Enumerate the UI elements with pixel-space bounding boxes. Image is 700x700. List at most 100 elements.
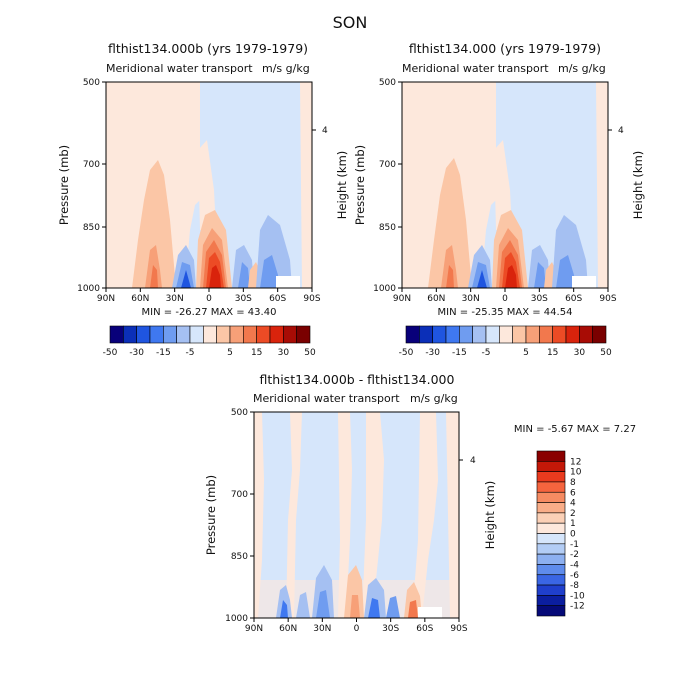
colorbar-label: -50 <box>399 348 414 358</box>
colorbar-label: 30 <box>278 348 290 358</box>
panel-3-x-axis: 90N 60N 30N 0 30S 60S 90S <box>245 618 468 634</box>
colorbar-diff-cell <box>536 491 566 503</box>
panel-1-nh-lobe <box>132 160 176 288</box>
colorbar-left: -50 -30 -15 -5 5 15 30 50 <box>103 325 316 358</box>
panel-3-ytick-850: 850 <box>231 552 248 562</box>
panel-1-ytick-1000: 1000 <box>77 284 100 294</box>
panel-1-sh-lobe-negative-core <box>260 255 280 288</box>
colorbar-cell <box>419 325 433 344</box>
x-tick-label: 0 <box>354 624 360 634</box>
x-tick-label: 30S <box>235 294 252 304</box>
colorbar-cell <box>565 325 580 344</box>
colorbar-cell <box>592 325 607 344</box>
panel-3: flthist134.000b - flthist134.000 Meridio… <box>204 372 636 634</box>
panel-1-equator-wedge <box>198 140 216 230</box>
panel-2-sh-strip <box>596 82 608 288</box>
panel-1-subtitle: Meridional water transport <box>106 62 253 75</box>
panel-1-missing-box <box>276 276 300 288</box>
colorbar-diff-label: 2 <box>570 509 576 519</box>
panel-2-y-axis: 500 700 850 1000 <box>373 78 402 294</box>
panel-3-neg-4 <box>364 578 386 618</box>
panel-2-units: m/s g/kg <box>558 62 606 75</box>
colorbar-cell <box>432 325 447 344</box>
colorbar-diff-label: 12 <box>570 457 581 467</box>
colorbar-diff-label: 6 <box>570 488 576 498</box>
colorbar-diff-label: -4 <box>570 560 579 570</box>
colorbar-cell <box>459 325 473 344</box>
panel-3-ytick-500: 500 <box>231 408 248 418</box>
colorbar-diff-cell <box>536 481 566 493</box>
colorbar-diff-cell <box>536 595 566 606</box>
colorbar-diff-label: 8 <box>570 478 576 488</box>
panel-2-title: flthist134.000 (yrs 1979-1979) <box>409 41 601 56</box>
colorbar-diff-cell <box>536 471 566 483</box>
colorbar-cell <box>163 325 177 344</box>
colorbar-cell <box>512 325 527 344</box>
x-tick-label: 90N <box>393 294 411 304</box>
colorbar-diff-cell <box>536 502 566 514</box>
panel-3-pos-eq-core <box>350 595 360 618</box>
x-tick-label: 30N <box>166 294 184 304</box>
panel-1-ytick-500: 500 <box>83 78 100 88</box>
colorbar-label: 15 <box>251 348 262 358</box>
colorbar-diff-cell <box>536 522 566 534</box>
panel-3-subtitle: Meridional water transport <box>253 392 400 405</box>
x-tick-label: 90S <box>303 294 320 304</box>
panel-3-stats: MIN = -5.67 MAX = 7.27 <box>514 424 636 435</box>
x-tick-label: 30N <box>313 624 331 634</box>
panel-3-positive-strip-3 <box>338 412 352 618</box>
panel-1-title: flthist134.000b (yrs 1979-1979) <box>108 41 308 56</box>
colorbar-cell <box>579 325 593 344</box>
colorbar-diff-cell <box>536 512 566 524</box>
panel-3-neg-3-core <box>316 590 330 618</box>
panel-3-positive-strip-2 <box>286 412 302 618</box>
panel-3-units: m/s g/kg <box>410 392 458 405</box>
panel-1-y2-axis: 4 <box>312 126 328 136</box>
x-tick-label: 60S <box>269 294 286 304</box>
panel-2-nh-lobe <box>428 158 472 288</box>
x-tick-label: 60N <box>131 294 149 304</box>
colorbar-cell <box>539 325 553 344</box>
panel-3-positive-strip-5 <box>412 412 438 618</box>
panel-3-y2label: Height (km) <box>483 481 497 550</box>
panel-3-neg-2 <box>296 592 310 618</box>
x-tick-label: 30N <box>462 294 480 304</box>
panel-3-y2-axis: 4 <box>459 456 476 466</box>
panel-2-equator-wedge <box>494 140 512 230</box>
panel-2-ytick-850: 850 <box>379 223 396 233</box>
colorbar-cell <box>525 325 540 344</box>
x-tick-label: 90N <box>245 624 263 634</box>
colorbar-cell <box>296 325 311 344</box>
x-tick-label: 60S <box>416 624 433 634</box>
panel-1-y2tick-4: 4 <box>322 126 328 136</box>
panel-3-missing-box <box>418 607 442 618</box>
colorbar-right: -50 -30 -15 -5 5 15 30 50 <box>399 325 612 358</box>
panel-2-stats: MIN = -25.35 MAX = 44.54 <box>438 307 573 318</box>
panel-1-ytick-850: 850 <box>83 223 100 233</box>
colorbar-diff-cell <box>536 461 566 472</box>
colorbar-diff-label: -12 <box>570 602 585 612</box>
colorbar-label: 15 <box>547 348 558 358</box>
x-tick-label: 60S <box>565 294 582 304</box>
panel-1-y-axis: 500 700 850 1000 <box>77 78 106 294</box>
colorbar-cell <box>499 325 513 344</box>
x-tick-label: 60N <box>427 294 445 304</box>
panel-3-ytick-700: 700 <box>231 490 248 500</box>
x-tick-label: 0 <box>206 294 212 304</box>
colorbar-diff-label: 1 <box>570 519 576 529</box>
colorbar-label: -5 <box>186 348 195 358</box>
colorbar-label: -30 <box>129 348 144 358</box>
panel-1: flthist134.000b (yrs 1979-1979) Meridion… <box>57 41 349 318</box>
colorbar-cell <box>203 325 217 344</box>
panel-1-sh-strip <box>300 82 312 288</box>
panel-2-ytick-700: 700 <box>379 160 396 170</box>
colorbar-cell <box>229 325 244 344</box>
panel-2: flthist134.000 (yrs 1979-1979) Meridiona… <box>353 41 645 318</box>
panel-3-neg-4-core <box>368 598 380 618</box>
panel-3-title: flthist134.000b - flthist134.000 <box>260 372 455 387</box>
colorbar-diff-label: -8 <box>570 581 579 591</box>
colorbar-cell <box>123 325 137 344</box>
panel-3-positive-strip-6 <box>446 412 459 618</box>
x-tick-label: 90N <box>97 294 115 304</box>
